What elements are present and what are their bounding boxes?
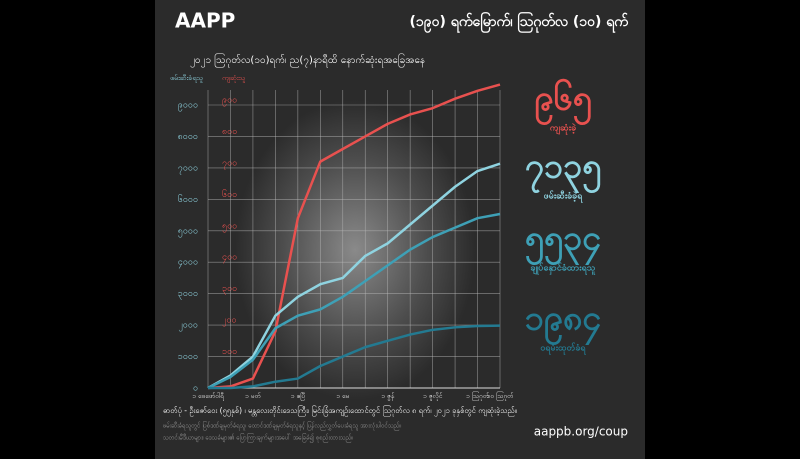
y2-tick-label: ၂၀၀ [222,316,237,327]
note: သတင်းမီဒီယာများ၊ ဒေသခံများ၏ ပြောကြားချက်… [163,433,354,443]
x-tick-label: ၁ မတ် [245,392,261,400]
y-tick-label: ၅၀၀၀ [178,226,198,237]
y2-tick-label: ၅၀၀ [222,221,237,232]
x-tick-label: ၁၀ ဩဂုတ် [487,391,514,401]
brand: AAPP [175,9,235,33]
y-tick-label: ၃၀၀၀ [178,289,198,300]
photo-credit: ဓာတ်ပုံ - ဦးဇော်ဝေး (၅၅နှစ်) ၊ မန္တလေးတိ… [163,406,517,416]
y2-tick-label: ၄၀၀ [222,253,237,264]
url: aappb.org/coup [534,425,628,439]
y-tick-label: ၄၀၀၀ [178,258,198,269]
y2-tick-label: ၇၀၀ [222,158,237,169]
y2-tick-label: ၆၀၀ [222,189,237,200]
legend-label: ကျဆုံးခဲ့ [550,123,576,136]
subtitle: ၂၀၂၁ ဩဂုတ်လ(၁၀)ရက်၊ ည(၇)နာရီထိ နောက်ဆုံး… [190,52,425,68]
x-tick-label: ၁ ဇွန် [381,392,395,401]
callout-number: ၉၆၅ [534,79,591,126]
y2-axis-label: ကျဆုံးသူ [222,74,246,83]
y2-tick-label: ၁၀၀ [222,347,237,357]
chart-title: (၁၉၀) ရက်မြောက်၊ ဩဂုတ်လ (၁၀) ရက် [410,12,630,33]
x-tick-label: ၁ ဩဂုတ် [466,391,490,401]
series-line [208,324,501,390]
x-tick-label: ၁ ဖေဖော်ဝါရီ [192,392,225,401]
y2-tick-label: ၃၀၀ [222,284,237,295]
series-line [207,83,501,390]
y-tick-label: ၉၀၀၀ [178,101,198,112]
y-axis-label: ဖမ်းဆီးခံရသူ [170,74,203,83]
series-line [207,212,501,390]
y-tick-label: ၆၀၀၀ [178,194,198,205]
x-tick-label: ၁ ဧပြီ [291,391,305,401]
callout-number: ၁၉၈၄ [525,299,602,346]
note: ဖမ်းဆီးခံရသူတွင် ပြစ်ဒဏ်ချမှတ်ခံရသူ၊ ထော… [163,421,402,431]
y-tick-label: ၇၀၀၀ [178,163,198,174]
legend-label: ဖမ်းဆီးခံခဲ့ရ [544,191,584,204]
y-tick-label: ၈၀၀၀ [178,132,198,142]
callout-number: ၇၁၃၅ [525,147,602,194]
legend-label: ဝရမ်းထုတ်ခံရ [540,343,586,356]
y2-tick-label: ၈၀၀ [222,127,237,137]
callout-number: ၅၅၃၄ [525,219,602,266]
x-tick-label: ၁ မေ [336,392,349,400]
series-line [207,162,501,390]
legend-label: ချုပ်နှောင်ခံထားရသူ [531,263,596,276]
x-tick-label: ၁ ဇူလိုင် [423,392,443,401]
y-tick-label: ၂၀၀၀ [178,321,198,332]
portrait-photo [235,100,475,400]
y-tick-label: ၁၀၀၀ [178,352,198,362]
y-tick-label: ၀ [193,384,198,394]
y2-tick-label: ၉၀၀ [222,96,237,107]
